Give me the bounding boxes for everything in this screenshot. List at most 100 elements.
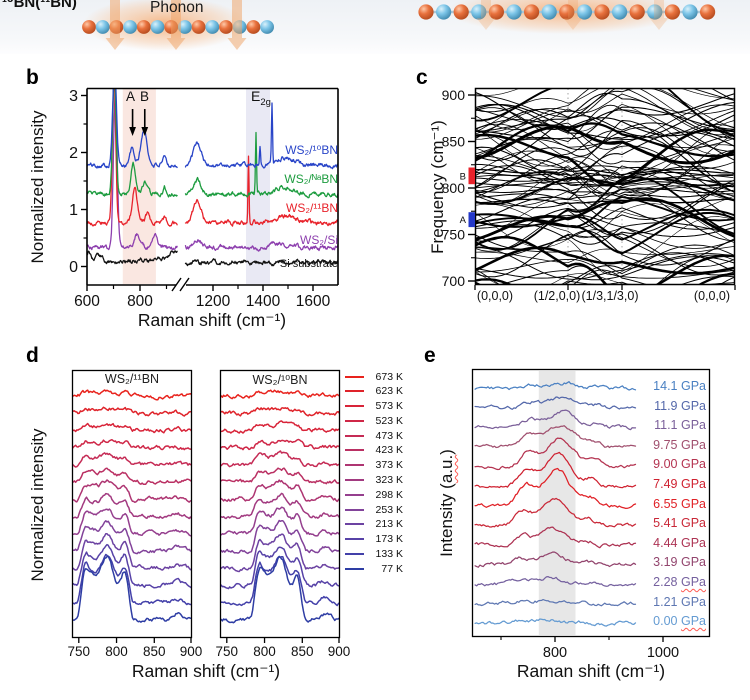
d-legend-item: 673 K <box>345 370 403 383</box>
isotope-bn-label: ¹⁰BN(¹¹BN) <box>2 0 77 11</box>
d-legend-temperature: 298 K <box>375 488 403 501</box>
d-legend-color-line <box>345 567 364 570</box>
d-legend-color-line <box>345 449 364 452</box>
svg-text:900: 900 <box>328 644 351 659</box>
e-pressure-label: 11.1 GPa <box>654 418 706 433</box>
svg-text:700: 700 <box>442 273 466 289</box>
d-legend-temperature: 523 K <box>375 414 403 427</box>
b-x-axis-title: Raman shift (cm⁻¹) <box>137 310 287 330</box>
b-series-label-ws2-10bn: WS₂/¹⁰BN <box>285 143 338 157</box>
d-left-subpanel-title: WS₂/¹¹BN <box>104 372 160 386</box>
b-series-label-ws2-11bn: WS₂/¹¹BN <box>286 201 338 215</box>
c-y-axis-title: Frequency (cm⁻¹) <box>428 120 447 254</box>
e-x-axis-title: Raman shift (cm⁻¹) <box>516 661 666 681</box>
svg-text:1400: 1400 <box>246 293 281 310</box>
svg-text:800: 800 <box>543 645 567 661</box>
d-legend-item: 213 K <box>345 518 403 531</box>
d-legend-color-line <box>345 538 364 541</box>
d-legend-temperature: 323 K <box>375 474 403 487</box>
e-y-axis-title: Intensity (a.u.) <box>437 449 456 557</box>
b-series-label-si-substrate: Si substrate <box>279 258 338 270</box>
d-legend-color-line <box>345 434 364 437</box>
e-pressure-label: 7.49 GPa <box>653 477 706 491</box>
svg-text:800: 800 <box>105 644 128 659</box>
d-legend-temperature: 423 K <box>375 444 403 457</box>
svg-text:900: 900 <box>442 87 466 103</box>
svg-text:(0,0,0): (0,0,0) <box>694 289 730 303</box>
svg-text:(1/2,0,0): (1/2,0,0) <box>534 289 581 303</box>
b-e2g-annotation: E2g <box>251 88 271 108</box>
e-pressure-label: 9.00 GPa <box>653 457 706 472</box>
svg-text:B: B <box>460 171 466 182</box>
d-legend-color-line <box>345 523 364 526</box>
d-legend-item: 253 K <box>345 503 403 516</box>
d-legend-temperature: 373 K <box>375 459 403 472</box>
panel-d-plot: 750 800 850 900 750 800 850 900 <box>68 369 351 659</box>
d-legend-temperature: 623 K <box>375 385 403 398</box>
panel-letter-b: b <box>26 66 39 89</box>
d-legend-color-line <box>345 405 364 408</box>
svg-text:600: 600 <box>74 293 100 310</box>
d-legend-item: 373 K <box>345 459 403 472</box>
d-legend-item: 173 K <box>345 533 403 546</box>
d-legend-color-line <box>345 375 364 378</box>
b-y-axis-title: Normalized intensity <box>28 110 47 264</box>
e-pressure-label: 1.21 GPa <box>653 594 706 609</box>
b-series-label-ws2-si: WS₂/Si <box>300 233 338 247</box>
svg-text:A: A <box>460 215 467 226</box>
d-legend-item: 573 K <box>345 400 403 413</box>
e-pressure-label: 6.55 GPa <box>653 496 706 511</box>
d-legend-item: 323 K <box>345 474 403 487</box>
d-legend-temperature: 77 K <box>381 562 403 575</box>
d-legend-temperature: 573 K <box>375 400 403 413</box>
phonon-bands <box>475 88 735 285</box>
panel-letter-e: e <box>424 344 436 367</box>
d-legend-item: 133 K <box>345 548 403 561</box>
e-pressure-label: 4.44 GPa <box>653 535 706 550</box>
svg-text:2: 2 <box>69 145 78 162</box>
panel-e-plot: 800 1000 <box>471 368 711 661</box>
d-spectra-10bn <box>220 389 340 624</box>
e-pressure-label: 9.75 GPa <box>653 437 706 452</box>
svg-text:1200: 1200 <box>196 293 231 310</box>
d-legend-item: 473 K <box>345 429 403 442</box>
b-annotation-A: A <box>126 89 136 104</box>
svg-text:750: 750 <box>442 227 466 243</box>
d-x-axis-title: Raman shift (cm⁻¹) <box>131 661 281 681</box>
svg-text:3: 3 <box>69 88 78 105</box>
d-legend-item: 423 K <box>345 444 403 457</box>
e-pressure-label: 3.19 GPa <box>653 555 706 570</box>
d-y-axis-title: Normalized intensity <box>28 428 47 582</box>
d-legend-temperature: 173 K <box>375 533 403 546</box>
d-temperature-legend: 673 K 623 K 573 K 523 K 473 K 423 K 373 K 323 K… <box>345 370 403 577</box>
panel-c-plot: 700 750 800 850 900 (0,0,0) (1/2,0,0) (1/3,1/3,… <box>442 87 736 303</box>
svg-text:0: 0 <box>69 259 78 276</box>
d-legend-temperature: 133 K <box>375 548 403 561</box>
d-legend-color-line <box>345 419 364 422</box>
svg-text:850: 850 <box>143 644 166 659</box>
d-legend-item: 523 K <box>345 414 403 427</box>
d-right-subpanel-title: WS₂/¹⁰BN <box>252 373 308 387</box>
e-spectra <box>474 381 637 627</box>
svg-text:800: 800 <box>442 180 466 196</box>
d-legend-color-line <box>345 479 364 482</box>
e-pressure-label: 2.28 GPa <box>653 575 706 589</box>
svg-text:750: 750 <box>216 644 239 659</box>
d-legend-item: 623 K <box>345 385 403 398</box>
svg-text:850: 850 <box>442 134 466 150</box>
b-spectra <box>87 89 338 267</box>
d-legend-temperature: 253 K <box>375 503 403 516</box>
d-legend-temperature: 473 K <box>375 429 403 442</box>
d-legend-temperature: 673 K <box>375 370 403 383</box>
svg-text:(1/3,1/3,0): (1/3,1/3,0) <box>582 289 639 303</box>
b-series-label-ws2-nabn: WS₂/ᴺᵃBN <box>284 172 338 186</box>
e-pressure-label: 11.9 GPa <box>654 398 706 413</box>
panel-letter-c: c <box>416 66 428 89</box>
d-legend-item: 77 K <box>345 562 403 575</box>
svg-text:750: 750 <box>68 644 91 659</box>
d-legend-color-line <box>345 390 364 393</box>
e-pressure-label: 14.1 GPa <box>653 379 706 393</box>
phonon-label: Phonon <box>150 0 204 16</box>
b-annotation-B: B <box>140 89 150 104</box>
svg-text:800: 800 <box>253 644 276 659</box>
